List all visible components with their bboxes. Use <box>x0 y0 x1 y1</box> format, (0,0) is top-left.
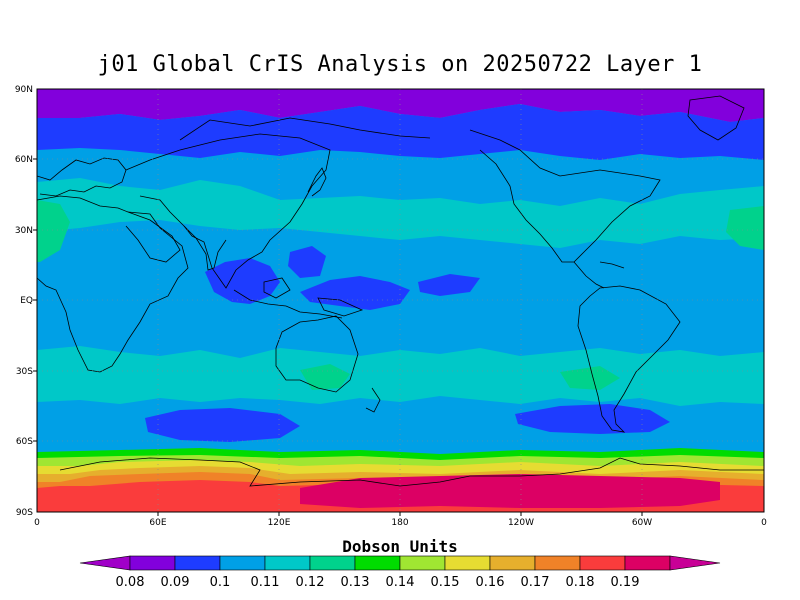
y-tick-label: 30N <box>15 226 33 236</box>
colorbar-segment <box>624 555 671 571</box>
coast-newguinea <box>317 297 364 317</box>
y-tick-label: 60S <box>16 437 33 447</box>
coast-india <box>183 225 227 271</box>
coast-asia <box>125 133 331 289</box>
colorbar-tick-label: 0.18 <box>566 575 595 590</box>
field-blob-south-blue-1 <box>145 408 300 442</box>
colorbar-segment <box>219 555 266 571</box>
colorbar-segment <box>399 555 446 571</box>
colorbar-segment <box>309 555 356 571</box>
coast-australia <box>275 315 359 393</box>
field-blob-green-south-2 <box>560 366 620 390</box>
coast-siberia <box>179 117 431 141</box>
coast-northamerica <box>469 129 661 263</box>
x-tick-label: 180 <box>391 518 408 528</box>
colorbar-arrow-low <box>79 555 131 571</box>
colorbar-tick-label: 0.17 <box>521 575 550 590</box>
colorbar-segment <box>354 555 401 571</box>
colorbar <box>79 555 721 571</box>
coast-greenland <box>687 95 745 141</box>
x-ticks <box>157 512 643 516</box>
y-tick-label: 30S <box>16 367 33 377</box>
grid <box>37 89 764 512</box>
y-tick-label: EQ <box>20 296 33 306</box>
field-blob-green-atlantic <box>726 206 764 250</box>
x-axis: 0 60E 120E 180 120W 60W 0 <box>34 518 767 528</box>
field-blob-tropics-blue-3 <box>300 276 410 310</box>
y-tick-label: 90N <box>15 85 33 95</box>
colorbar-tick-label: 0.12 <box>296 575 325 590</box>
colorbar-labels: 0.08 0.09 0.1 0.11 0.12 0.13 0.14 0.15 0.16 0.17 0… <box>116 575 640 590</box>
field-blob-tropics-blue-1 <box>205 258 280 304</box>
colorbar-segment <box>489 555 536 571</box>
field-blob-green-south-1 <box>300 364 350 390</box>
colorbar-tick-label: 0.15 <box>431 575 460 590</box>
colorbar-tick-label: 0.08 <box>116 575 145 590</box>
colorbar-segment <box>129 555 176 571</box>
colorbar-tick-label: 0.09 <box>161 575 190 590</box>
coast-centralamerica <box>573 261 605 289</box>
coast-caribbean <box>599 261 625 269</box>
x-tick-label: 0 <box>761 518 767 528</box>
y-axis: 90N 60N 30N EQ 30S 60S 90S <box>15 85 33 518</box>
y-tick-label: 60N <box>15 155 33 165</box>
colorbar-tick-label: 0.11 <box>251 575 280 590</box>
coast-antarctica <box>59 457 764 487</box>
field-band-south-crimson <box>300 474 720 508</box>
coastlines <box>37 95 764 487</box>
field-blob-tropics-blue-4 <box>418 274 480 296</box>
x-tick-label: 60E <box>149 518 166 528</box>
coast-indonesia <box>233 289 343 319</box>
colorbar-tick-label: 0.14 <box>386 575 415 590</box>
field-band-north-blue <box>37 104 764 160</box>
map-title: j01 Global CrIS Analysis on 20250722 Lay… <box>97 52 703 77</box>
colorbar-tick-label: 0.19 <box>611 575 640 590</box>
colorbar-segment <box>579 555 626 571</box>
coast-southamerica <box>577 285 681 433</box>
x-tick-label: 0 <box>34 518 40 528</box>
x-tick-label: 120W <box>508 518 534 528</box>
colorbar-segment <box>444 555 491 571</box>
coast-arabia <box>125 211 181 263</box>
coast-newzealand <box>365 387 381 413</box>
colorbar-arrow-high <box>669 555 721 571</box>
colorbar-title: Dobson Units <box>342 537 458 556</box>
field-blob-green-north <box>37 200 70 262</box>
coast-japan <box>307 167 327 197</box>
colorbar-segment <box>174 555 221 571</box>
coast-borneo <box>263 277 291 299</box>
colorbar-tick-label: 0.13 <box>341 575 370 590</box>
coast-africa <box>37 195 189 373</box>
x-tick-label: 60W <box>632 518 652 528</box>
x-tick-label: 120E <box>268 518 291 528</box>
y-ticks <box>33 158 37 442</box>
colorbar-segment <box>534 555 581 571</box>
colorbar-segment <box>264 555 311 571</box>
field-band-north-teal <box>37 178 764 248</box>
field-blob-south-blue-2 <box>515 404 670 434</box>
colorbar-tick-label: 0.1 <box>210 575 231 590</box>
field-blob-tropics-blue-2 <box>288 246 326 278</box>
map-field <box>37 89 764 512</box>
field-band-arctic-purple <box>37 89 764 122</box>
colorbar-tick-label: 0.16 <box>476 575 505 590</box>
field-band-south-teal <box>37 346 764 406</box>
y-tick-label: 90S <box>16 508 33 518</box>
